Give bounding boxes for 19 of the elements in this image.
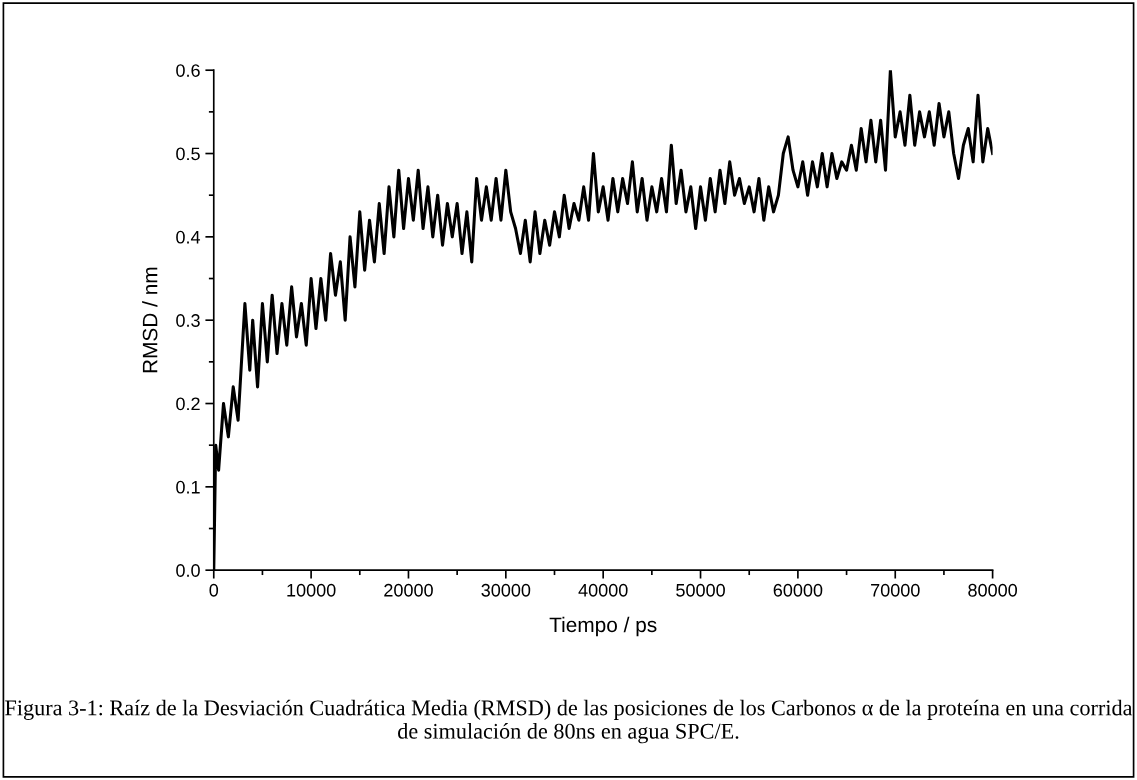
x-tick-label: 70000 <box>871 583 920 597</box>
x-tick-label: 50000 <box>676 583 725 597</box>
y-tick-label: 0.4 <box>176 230 201 244</box>
x-tick-label: 80000 <box>968 583 1017 597</box>
y-axis-title: RMSD / nm <box>142 267 158 373</box>
x-tick-label: 30000 <box>481 583 531 597</box>
y-tick-label: 0.0 <box>176 564 200 577</box>
y-tick-label: 0.1 <box>176 480 200 494</box>
x-tick-label: 20000 <box>384 583 433 597</box>
x-tick-label: 10000 <box>287 583 336 597</box>
text: Figura 3-1: Raíz de la Desviación Cuadrática Media (RMSD) de las posiciones de los Carbonos α de la proteína en una corrida de simulación de 80ns en agua SPC/E. <box>5 699 1133 744</box>
y-tick-label: 0.3 <box>176 314 200 327</box>
x-tick-label: 0 <box>209 583 219 597</box>
y-tick-label: 0.6 <box>176 64 200 77</box>
y-tick-label: 0.5 <box>176 147 200 161</box>
x-tick-label: 40000 <box>578 583 628 597</box>
y-tick-label: 0.2 <box>176 397 200 411</box>
x-axis-title: Tiempo / ps <box>549 616 657 637</box>
x-tick-label: 60000 <box>773 583 823 597</box>
